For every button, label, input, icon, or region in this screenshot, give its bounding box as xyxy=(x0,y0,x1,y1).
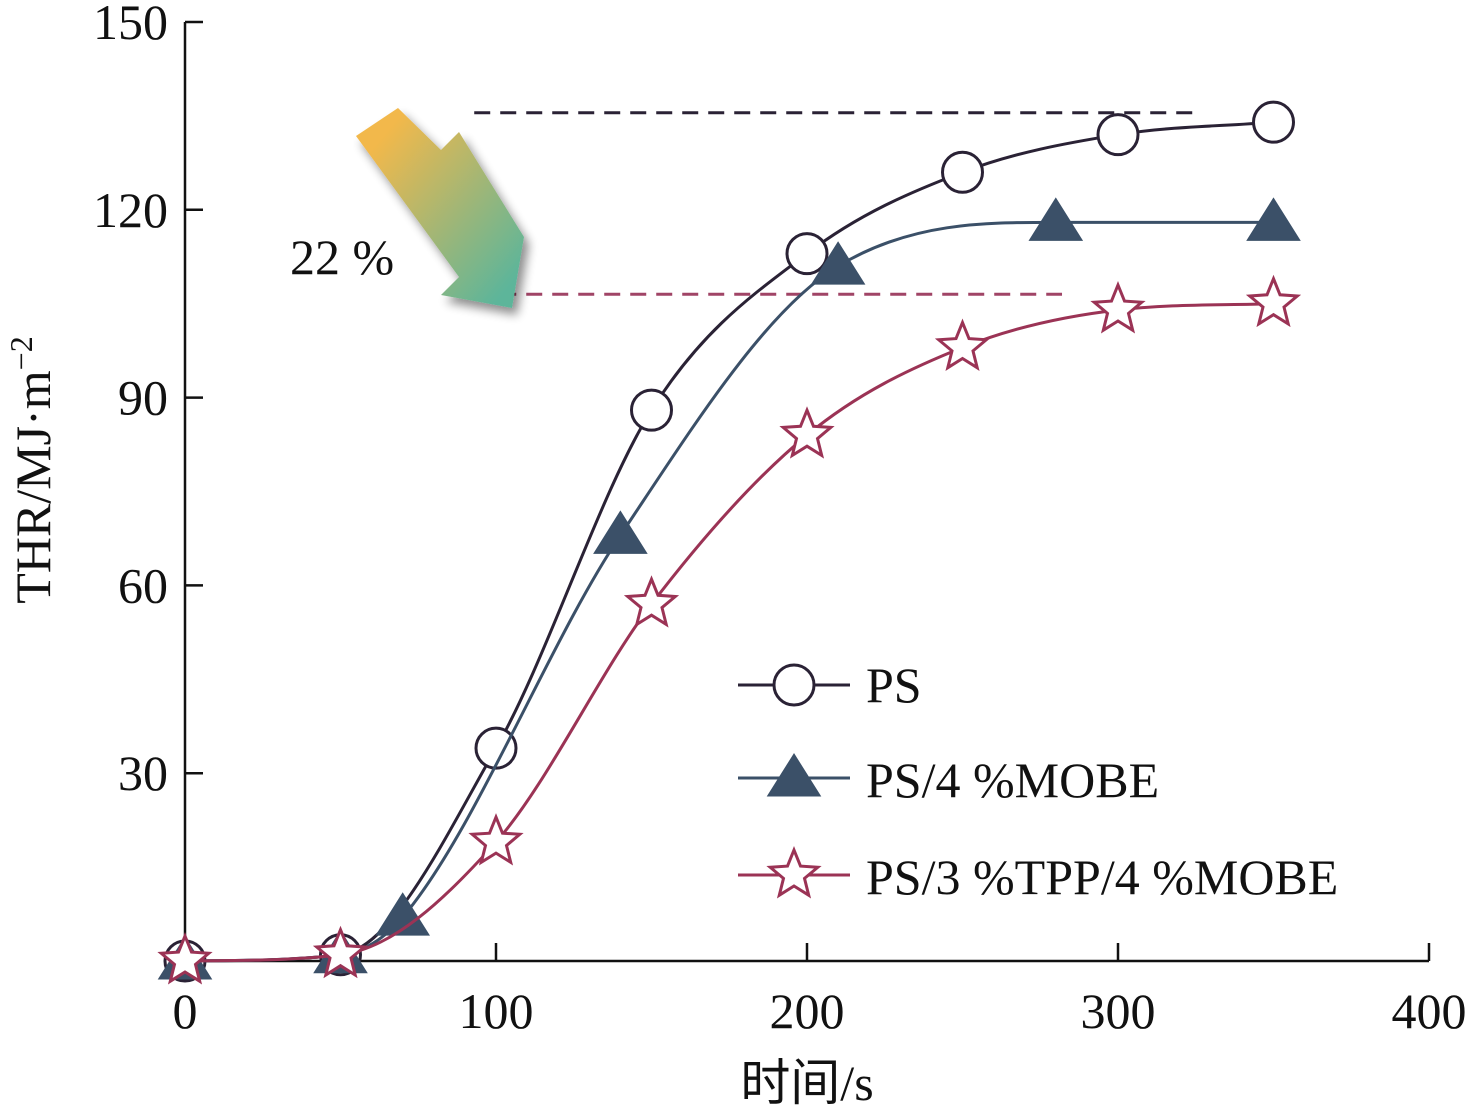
legend-label-ps: PS xyxy=(866,657,922,713)
x-axis-title: 时间/s xyxy=(740,1055,873,1110)
x-tick-label: 400 xyxy=(1392,983,1467,1039)
data-point-ps-3-tpp-4-mobe xyxy=(157,931,213,985)
legend: PS PS/4 %MOBE PS/3 %TPP/4 %MOBE xyxy=(738,657,1338,905)
y-tick-label: 30 xyxy=(118,745,168,801)
data-point-ps xyxy=(1252,100,1295,144)
data-point-ps-4-mobe xyxy=(375,892,431,936)
legend-item-ps-mobe: PS/4 %MOBE xyxy=(738,752,1159,808)
data-point-ps-4-mobe xyxy=(1028,197,1084,241)
data-point-ps-3-tpp-4-mobe xyxy=(1245,274,1302,328)
legend-marker-ps-4-mobe xyxy=(766,753,822,797)
x-tick-label: 100 xyxy=(459,983,534,1039)
reduction-percent-label: 22 % xyxy=(290,229,394,285)
data-point-ps xyxy=(1096,113,1140,157)
x-tick-label: 200 xyxy=(770,983,845,1039)
data-point-ps xyxy=(630,388,673,432)
y-tick-label: 150 xyxy=(93,0,168,50)
y-axis-title: THR/MJ·m−2 xyxy=(3,336,61,603)
x-tick-label: 300 xyxy=(1081,983,1156,1039)
y-axis-title-superscript: −2 xyxy=(3,336,39,370)
data-point-ps-3-tpp-4-mobe xyxy=(1090,280,1146,334)
series-line-ps xyxy=(184,120,1274,963)
y-tick-label: 120 xyxy=(93,182,168,238)
y-tick-label: 60 xyxy=(118,557,168,613)
data-point-ps-4-mobe xyxy=(593,510,648,554)
legend-marker-ps-3-tpp-4-mobe xyxy=(766,845,822,899)
data-point-ps xyxy=(785,232,829,276)
data-point-ps-4-mobe xyxy=(1246,197,1301,241)
data-point-ps-3-tpp-4-mobe xyxy=(468,813,524,866)
series-ps-3-tpp-4-mobe xyxy=(157,274,1302,985)
legend-label-ps-tpp-mobe: PS/3 %TPP/4 %MOBE xyxy=(866,849,1338,905)
y-tick-label: 90 xyxy=(118,370,168,426)
data-point-ps-3-tpp-4-mobe xyxy=(312,925,369,979)
reduction-arrow-icon xyxy=(356,108,524,308)
data-point-ps-4-mobe xyxy=(810,241,866,285)
y-axis-title-main: THR/MJ·m xyxy=(5,370,61,603)
legend-item-ps-tpp-mobe: PS/3 %TPP/4 %MOBE xyxy=(738,845,1338,905)
data-point-ps-3-tpp-4-mobe xyxy=(623,575,680,628)
data-point-ps-3-tpp-4-mobe xyxy=(934,318,991,371)
legend-label-ps-mobe: PS/4 %MOBE xyxy=(866,752,1159,808)
data-point-ps-3-tpp-4-mobe xyxy=(779,406,835,459)
legend-item-ps: PS xyxy=(738,657,922,713)
x-tick-label: 0 xyxy=(173,983,198,1039)
data-point-ps xyxy=(941,150,984,194)
series-line-ps-3-tpp-4-mobe xyxy=(184,302,1274,963)
legend-marker-ps xyxy=(772,663,816,707)
